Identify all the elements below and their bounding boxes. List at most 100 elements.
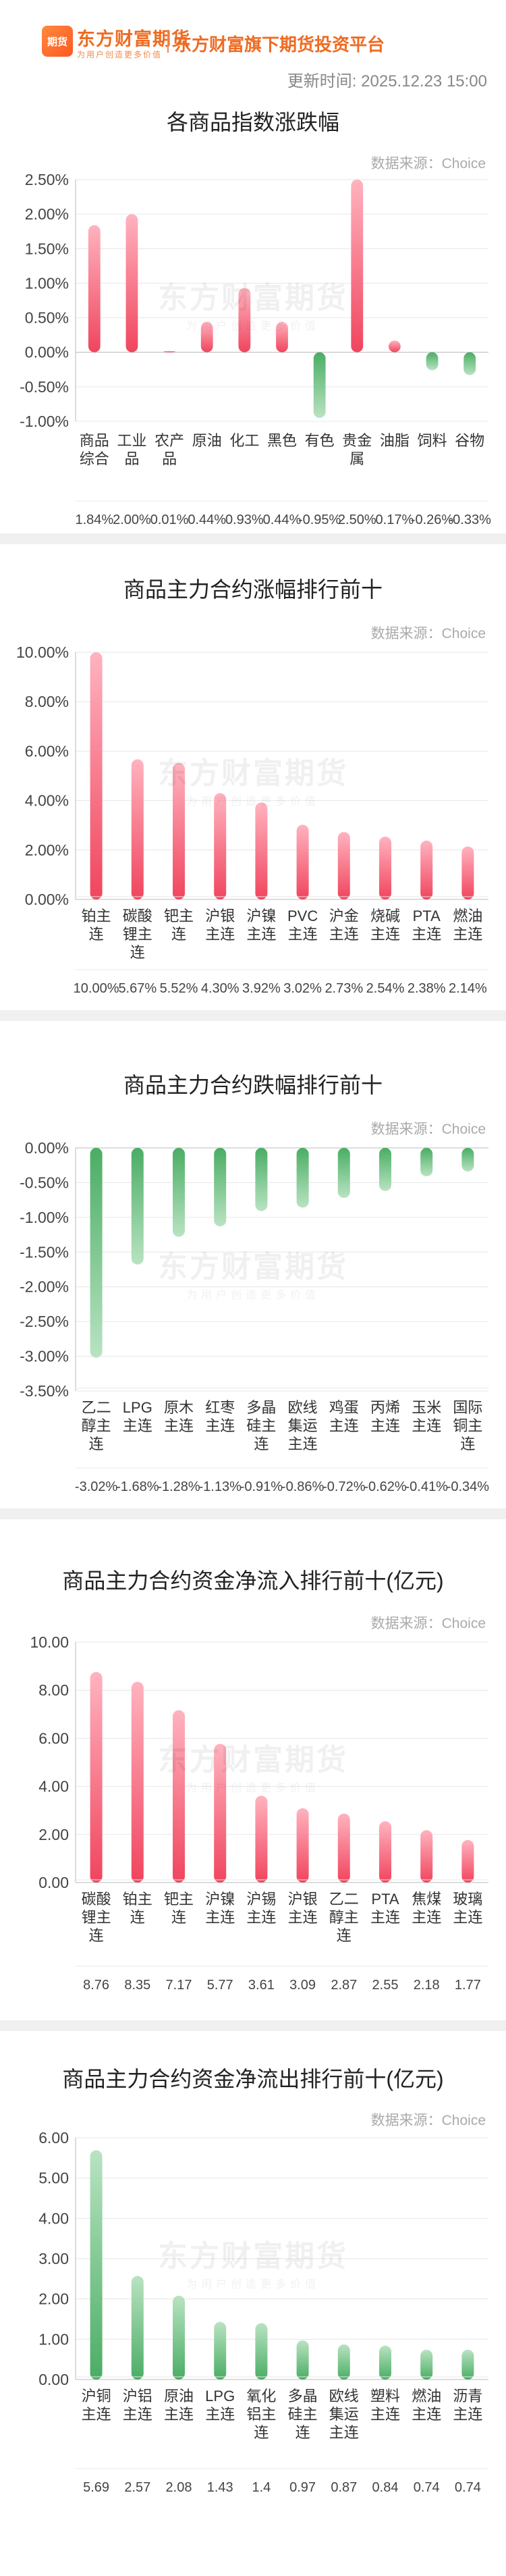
category-label: PTA 主连 bbox=[412, 908, 441, 943]
category-label: 沪铜主连 bbox=[82, 2388, 111, 2423]
value-label: 8.35 bbox=[124, 1978, 150, 1993]
value-label: 3.92% bbox=[242, 981, 281, 996]
chart-panel-1: 各商品指数涨跌幅 数据来源：Choice 2.50% 2.00% 1.50% 1.00% 0… bbox=[0, 96, 506, 533]
category-label: 多晶硅主连 bbox=[246, 1399, 276, 1452]
bar bbox=[379, 1148, 391, 1191]
chart-panel-2: 商品主力合约涨幅排行前十 数据来源：Choice 10.00% 8.00% 6.00% 4… bbox=[0, 544, 506, 1010]
y-tick-label: -1.50% bbox=[20, 1243, 69, 1261]
bar bbox=[337, 832, 350, 899]
value-label: 4.30% bbox=[201, 981, 240, 996]
bar bbox=[255, 1148, 268, 1211]
bar bbox=[238, 288, 251, 352]
bar bbox=[173, 2295, 185, 2380]
bar bbox=[420, 840, 433, 899]
category-label: 国际铜主连 bbox=[453, 1399, 482, 1452]
bar bbox=[296, 1148, 309, 1208]
value-label: -0.26% bbox=[411, 512, 454, 527]
y-tick-label: 4.00 bbox=[38, 1778, 69, 1795]
bar bbox=[255, 2323, 268, 2380]
category-label: 沪金主连 bbox=[329, 908, 359, 943]
bar-chart: 10.00% 8.00% 6.00% 4.00% 2.00% 0.00% 铂主连 10.00%… bbox=[16, 643, 488, 996]
category-label: 玉米主连 bbox=[412, 1399, 441, 1434]
value-label: -0.34% bbox=[447, 1479, 490, 1494]
category-label: 欧线集运主连 bbox=[288, 1399, 318, 1452]
category-label: 农产品 bbox=[154, 432, 184, 467]
category-label: 红枣主连 bbox=[205, 1399, 235, 1434]
y-tick-label: 0.00% bbox=[25, 891, 69, 908]
bar bbox=[214, 1743, 227, 1883]
value-label: 1.43 bbox=[207, 2480, 233, 2495]
bar bbox=[426, 352, 439, 371]
bar bbox=[313, 352, 326, 418]
value-label: 2.00% bbox=[113, 512, 151, 527]
value-label: -0.62% bbox=[364, 1479, 407, 1494]
value-label: -0.91% bbox=[240, 1479, 283, 1494]
category-label: 乙二醇主连 bbox=[329, 1891, 359, 1944]
category-label: 沪锡主连 bbox=[246, 1891, 276, 1926]
value-label: -0.41% bbox=[405, 1479, 449, 1494]
value-label: -3.02% bbox=[75, 1479, 118, 1494]
value-label: 5.52% bbox=[160, 981, 198, 996]
chart-panel-5: 商品主力合约资金净流出排行前十(亿元) 数据来源：Choice 6.00 5.00 4.… bbox=[0, 2031, 506, 2576]
y-tick-label: -1.00% bbox=[20, 1209, 69, 1226]
value-label: 0.01% bbox=[150, 512, 189, 527]
data-source-label: 数据来源：Choice bbox=[370, 156, 486, 172]
category-label: PVC 主连 bbox=[287, 908, 318, 943]
category-label: 烧碱主连 bbox=[370, 908, 400, 943]
value-label: -0.33% bbox=[448, 512, 491, 527]
value-label: 3.09 bbox=[289, 1978, 316, 1993]
value-label: -1.13% bbox=[199, 1479, 242, 1494]
category-label: 原油 bbox=[192, 432, 222, 449]
y-tick-label: -0.50% bbox=[20, 1174, 69, 1191]
bar-chart: 0.00% -0.50% -1.00% -1.50% -2.00% -2.50% -3.00… bbox=[20, 1139, 490, 1494]
bar bbox=[88, 225, 101, 352]
bar bbox=[90, 2150, 103, 2380]
bar bbox=[131, 759, 144, 899]
y-tick-label: 2.00% bbox=[25, 841, 69, 859]
y-tick-label: 0.00 bbox=[38, 2371, 69, 2388]
bar bbox=[255, 802, 268, 899]
bar bbox=[214, 2321, 227, 2380]
chart-title: 商品主力合约资金净流出排行前十(亿元) bbox=[62, 2067, 444, 2091]
data-source-label: 数据来源：Choice bbox=[370, 626, 486, 641]
category-label: 燃油主连 bbox=[453, 908, 482, 943]
bar bbox=[379, 2345, 391, 2380]
category-label: 碳酸锂主连 bbox=[123, 908, 152, 961]
value-label: 0.84 bbox=[372, 2480, 399, 2495]
value-label: 2.54% bbox=[366, 981, 405, 996]
bar bbox=[276, 321, 288, 352]
bar bbox=[255, 1795, 268, 1883]
brand-logo-icon: 期货 bbox=[42, 26, 73, 57]
update-time-label: 更新时间: bbox=[287, 72, 357, 90]
category-label: 化工 bbox=[229, 432, 259, 449]
category-label: 有色 bbox=[305, 432, 335, 449]
category-label: 多晶硅主连 bbox=[288, 2388, 318, 2441]
y-tick-label: -1.00% bbox=[20, 413, 69, 430]
value-label: 2.38% bbox=[407, 981, 446, 996]
y-tick-label: 0.00 bbox=[38, 1874, 69, 1891]
y-tick-label: 10.00 bbox=[30, 1633, 69, 1651]
value-label: 0.44% bbox=[263, 512, 302, 527]
category-label: 焦煤主连 bbox=[412, 1891, 441, 1926]
value-label: 5.77 bbox=[207, 1978, 233, 1993]
bar bbox=[296, 824, 309, 899]
y-tick-label: 2.00 bbox=[38, 1826, 69, 1843]
value-label: 2.08 bbox=[166, 2480, 192, 2495]
bar bbox=[131, 1148, 144, 1265]
category-label: 原木主连 bbox=[164, 1399, 194, 1434]
bar bbox=[337, 1813, 350, 1883]
category-label: 钯主连 bbox=[164, 908, 194, 943]
category-label: 原油主连 bbox=[164, 2388, 194, 2423]
value-label: 2.73% bbox=[325, 981, 363, 996]
category-label: 沪镍主连 bbox=[205, 1891, 235, 1926]
category-label: 贵金属 bbox=[342, 432, 372, 467]
bar bbox=[337, 2344, 350, 2380]
platform-title: 东方财富旗下期货投资平台 bbox=[174, 34, 385, 55]
chart-title: 商品主力合约涨幅排行前十 bbox=[123, 577, 383, 602]
bar bbox=[214, 793, 227, 899]
category-label: 黑色 bbox=[267, 432, 297, 449]
value-label: 2.87 bbox=[331, 1978, 357, 1993]
data-source-label: 数据来源：Choice bbox=[370, 2113, 486, 2128]
value-label: 1.77 bbox=[455, 1978, 481, 1993]
bar bbox=[420, 2349, 433, 2380]
